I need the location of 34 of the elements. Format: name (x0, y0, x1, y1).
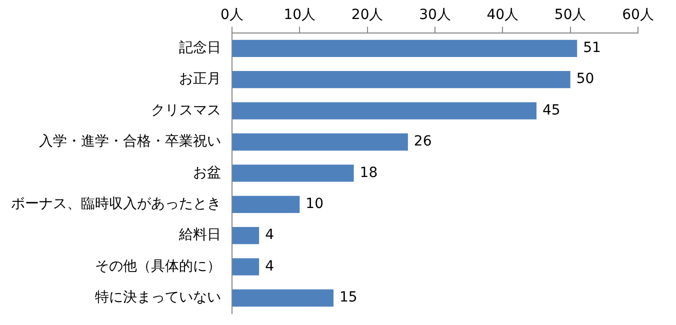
data-label: 45 (542, 102, 560, 118)
data-label: 4 (265, 258, 274, 274)
bar (232, 227, 260, 244)
bar (232, 258, 260, 276)
bar (232, 133, 408, 151)
y-tick-label: 給料日 (178, 227, 221, 244)
bar (232, 40, 578, 57)
x-tick-label: 10人 (284, 7, 316, 24)
bar (232, 71, 570, 88)
bar (232, 164, 354, 182)
x-tick-label: 40人 (486, 7, 519, 24)
y-tick-label: ボーナス、臨時収入があったとき (11, 196, 221, 212)
y-tick-label: 特に決まっていない (95, 290, 221, 306)
data-label: 51 (583, 40, 601, 56)
data-label: 4 (265, 227, 274, 244)
data-label: 15 (340, 290, 358, 306)
x-tick-label: 20人 (351, 7, 384, 24)
y-tick-label: クリスマス (151, 102, 221, 118)
bar (232, 102, 536, 120)
y-tick-label: 記念日 (179, 40, 221, 56)
data-label: 18 (360, 164, 378, 181)
bar (232, 196, 300, 213)
y-tick-label: その他（具体的に） (95, 258, 221, 274)
bar (232, 289, 334, 307)
x-tick-label: 0人 (220, 7, 244, 24)
x-tick-label: 60人 (622, 7, 654, 24)
y-tick-label: 入学・進学・合格・卒業祝い (39, 134, 221, 150)
x-tick-label: 50人 (554, 7, 586, 24)
data-label: 26 (414, 134, 432, 150)
y-tick-label: お盆 (193, 164, 221, 181)
x-tick-label: 30人 (419, 7, 451, 24)
data-label: 50 (576, 71, 594, 88)
data-label: 10 (306, 196, 324, 212)
y-tick-label: お正月 (179, 71, 221, 88)
